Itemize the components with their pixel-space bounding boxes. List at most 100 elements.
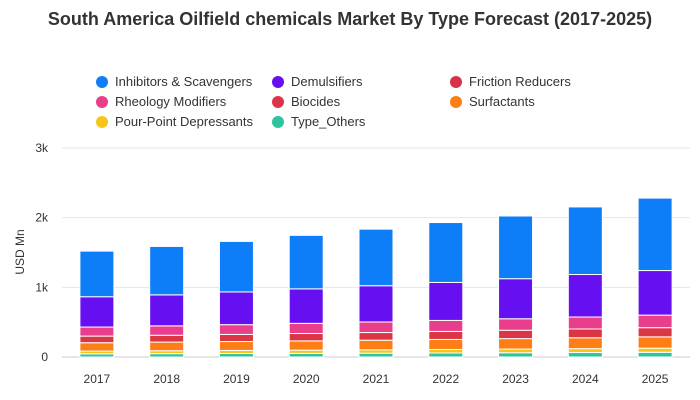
- legend-dot-icon: [96, 95, 108, 108]
- bar-segment[interactable]: [218, 333, 254, 343]
- bar-segment[interactable]: [79, 250, 115, 298]
- x-tick-label: 2019: [223, 372, 250, 386]
- bar-segment[interactable]: [567, 206, 603, 276]
- legend-item[interactable]: Pour-Point Depressants: [96, 114, 253, 129]
- bar-segment[interactable]: [288, 234, 324, 290]
- legend-dot-icon: [96, 75, 108, 88]
- bar-segment[interactable]: [218, 240, 254, 293]
- bar-segment[interactable]: [218, 353, 254, 358]
- bar-segment[interactable]: [288, 288, 324, 324]
- legend-label: Rheology Modifiers: [115, 94, 227, 109]
- bar-segment[interactable]: [637, 347, 673, 353]
- bar-segment[interactable]: [637, 336, 673, 349]
- bar-segment[interactable]: [288, 340, 324, 351]
- bar-segment[interactable]: [567, 348, 603, 354]
- legend-item[interactable]: Biocides: [272, 94, 340, 109]
- x-tick-label: 2022: [432, 372, 459, 386]
- bar-segment[interactable]: [428, 222, 464, 283]
- bar-segment[interactable]: [358, 339, 394, 351]
- legend-dot-icon: [272, 115, 284, 128]
- chart-legend: Inhibitors & Scavengers Demulsifiers Fri…: [96, 74, 676, 134]
- bar-segment[interactable]: [149, 341, 185, 352]
- bar-segment[interactable]: [567, 316, 603, 330]
- bar-segment[interactable]: [358, 332, 394, 341]
- legend-label: Inhibitors & Scavengers: [115, 74, 253, 89]
- legend-item[interactable]: Inhibitors & Scavengers: [96, 74, 252, 89]
- bar-segment[interactable]: [149, 294, 185, 327]
- bar-segment[interactable]: [428, 348, 464, 354]
- bar-segment[interactable]: [567, 337, 603, 350]
- bar-segment[interactable]: [358, 349, 394, 354]
- legend-label: Demulsifiers: [291, 74, 363, 89]
- bar-segment[interactable]: [498, 278, 534, 320]
- bar-segment[interactable]: [218, 291, 254, 326]
- bar-segment[interactable]: [567, 274, 603, 318]
- bar-segment[interactable]: [498, 215, 534, 280]
- legend-item[interactable]: Rheology Modifiers: [96, 94, 226, 109]
- y-tick-label: 1k: [35, 280, 49, 294]
- bar-segment[interactable]: [498, 329, 534, 340]
- bar-segment[interactable]: [358, 321, 394, 334]
- bar-segment[interactable]: [428, 352, 464, 358]
- legend-dot-icon: [96, 115, 108, 128]
- bar-segment[interactable]: [428, 319, 464, 332]
- legend-label: Biocides: [291, 94, 341, 109]
- bar-segment[interactable]: [637, 351, 673, 358]
- legend-item[interactable]: Surfactants: [450, 94, 535, 109]
- x-tick-label: 2025: [642, 372, 669, 386]
- bar-segment[interactable]: [428, 330, 464, 340]
- x-axis-ticks: 2017 2018 2019 2020 2021 2022 2023 2024 2025: [84, 372, 669, 386]
- bar-segment[interactable]: [567, 328, 603, 339]
- bar-segment[interactable]: [79, 296, 115, 328]
- bar-segment[interactable]: [428, 281, 464, 321]
- bar-segment[interactable]: [358, 352, 394, 358]
- bar-segment[interactable]: [567, 352, 603, 358]
- legend-item[interactable]: Type_Others: [272, 114, 365, 129]
- bar-segment[interactable]: [358, 285, 394, 323]
- x-tick-label: 2023: [502, 372, 529, 386]
- legend-dot-icon: [272, 95, 284, 108]
- legend-dot-icon: [272, 75, 284, 88]
- legend-label: Pour-Point Depressants: [115, 114, 254, 129]
- x-tick-label: 2018: [153, 372, 180, 386]
- bar-segment[interactable]: [149, 353, 185, 358]
- x-tick-label: 2017: [84, 372, 111, 386]
- bar-segment[interactable]: [637, 197, 673, 272]
- y-axis-label: USD Mn: [13, 229, 27, 274]
- legend-item[interactable]: Demulsifiers: [272, 74, 363, 89]
- bar-segment[interactable]: [358, 228, 394, 287]
- bar-segment[interactable]: [498, 318, 534, 331]
- y-tick-label: 0: [41, 350, 48, 364]
- y-tick-label: 2k: [35, 211, 49, 225]
- legend-item[interactable]: Friction Reducers: [450, 74, 571, 89]
- legend-label: Type_Others: [291, 114, 366, 129]
- x-tick-label: 2021: [363, 372, 390, 386]
- y-tick-label: 3k: [35, 141, 49, 155]
- bar-segment[interactable]: [498, 338, 534, 350]
- chart-title: South America Oilfield chemicals Market …: [47, 9, 653, 29]
- bar-segment[interactable]: [288, 333, 324, 342]
- bar-segment[interactable]: [637, 270, 673, 316]
- y-axis-ticks: 0 1k 2k 3k: [35, 141, 49, 364]
- bar-segment[interactable]: [79, 342, 115, 352]
- bar-segment[interactable]: [498, 348, 534, 354]
- bar-segment[interactable]: [149, 334, 185, 343]
- bar-segment[interactable]: [218, 341, 254, 351]
- bar-segment[interactable]: [79, 326, 115, 337]
- bars: [79, 197, 673, 358]
- legend-dot-icon: [450, 75, 462, 88]
- legend-label: Friction Reducers: [469, 74, 571, 89]
- x-tick-label: 2020: [293, 372, 320, 386]
- legend-dot-icon: [450, 95, 462, 108]
- bar-segment[interactable]: [637, 327, 673, 338]
- bar-segment[interactable]: [288, 352, 324, 358]
- bar-segment[interactable]: [79, 335, 115, 344]
- bar-segment[interactable]: [218, 324, 254, 335]
- bar-segment[interactable]: [149, 325, 185, 336]
- bar-segment[interactable]: [288, 322, 324, 335]
- bar-segment[interactable]: [637, 314, 673, 329]
- bar-segment[interactable]: [498, 352, 534, 358]
- bar-segment[interactable]: [149, 245, 185, 296]
- bar-segment[interactable]: [428, 338, 464, 350]
